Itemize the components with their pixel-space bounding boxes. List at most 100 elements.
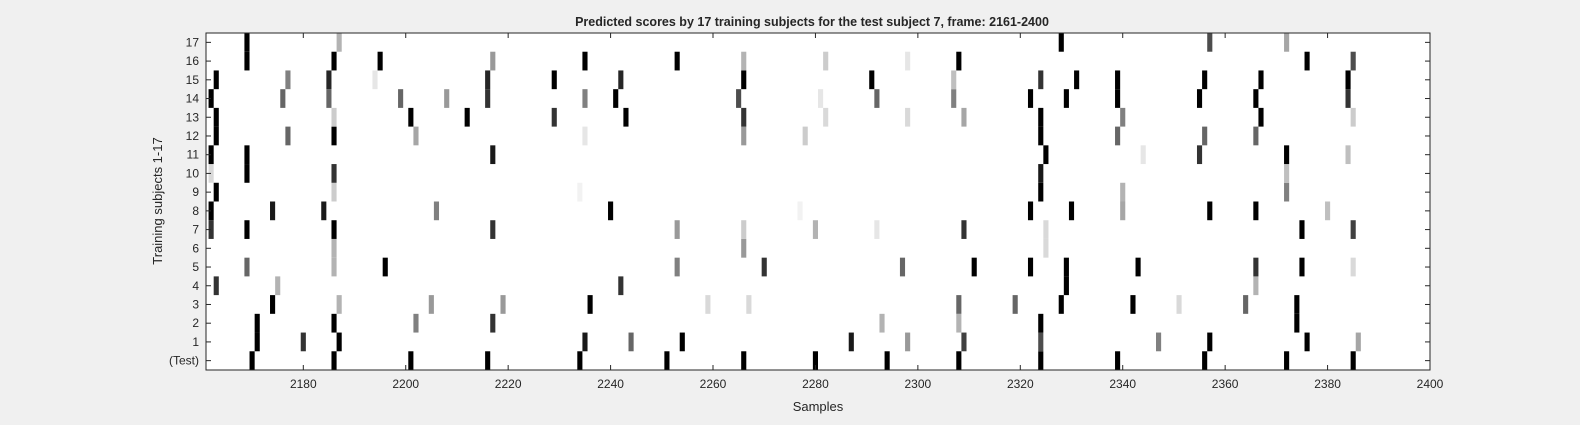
heatmap-cell	[1038, 126, 1044, 146]
x-axis: 2180 2200 2220 2240 2260 2280 2300 2320 2340 2360…	[290, 33, 1444, 391]
heatmap-cell	[812, 351, 818, 370]
heatmap-cell	[1063, 276, 1069, 296]
heatmap-cell	[398, 89, 404, 108]
heatmap-cell	[1304, 51, 1310, 71]
heatmap-cell	[1253, 201, 1259, 221]
heatmap-cell	[208, 89, 214, 108]
heatmap-cell	[1027, 257, 1034, 277]
heatmap-cell	[433, 201, 440, 221]
y-tick-label: 9	[192, 185, 199, 199]
heatmap-cell	[961, 332, 967, 352]
heatmap-cell	[244, 145, 250, 165]
heatmap-cell	[372, 70, 378, 90]
heatmap-cell	[1120, 201, 1126, 221]
heatmap-cell	[1202, 70, 1208, 90]
heatmap-cell	[1176, 295, 1182, 314]
x-tick-label: 2300	[905, 377, 932, 391]
heatmap-cell	[213, 182, 219, 202]
heatmap-cell	[741, 351, 747, 370]
y-tick-label: 8	[192, 204, 199, 218]
heatmap-cell	[1196, 89, 1203, 108]
heatmap-cell	[551, 70, 557, 90]
heatmap-cell	[331, 313, 337, 333]
heatmap-cell	[413, 313, 419, 333]
heatmap-cell	[382, 257, 388, 277]
y-tick-label: 17	[186, 35, 200, 49]
heatmap-cell	[1355, 332, 1361, 352]
y-axis-label: Training subjects 1-17	[150, 137, 165, 264]
heatmap-cell	[1299, 257, 1305, 277]
heatmap-cell	[280, 89, 286, 108]
heatmap-cell	[464, 107, 470, 127]
heatmap-cell	[1038, 70, 1044, 90]
heatmap-cell	[823, 51, 829, 71]
heatmap-cell	[490, 145, 496, 165]
heatmap-cell	[213, 126, 219, 146]
heatmap-cell	[956, 313, 962, 333]
x-tick-label: 2260	[700, 377, 727, 391]
heatmap-cell	[618, 276, 624, 296]
heatmap-cell	[485, 70, 491, 90]
heatmap-cell	[1350, 51, 1356, 71]
heatmap-cell	[879, 313, 885, 333]
heatmap-cell	[674, 220, 680, 239]
heatmap-cell	[1207, 332, 1213, 352]
heatmap-cell	[1156, 332, 1162, 352]
y-tick-label: 7	[192, 223, 199, 237]
x-tick-label: 2240	[597, 377, 624, 391]
heatmap-cell	[1345, 145, 1351, 165]
heatmap-cell	[208, 201, 214, 221]
heatmap-cell	[1253, 276, 1259, 296]
heatmap-cell	[1027, 201, 1034, 221]
heatmap-cell	[1284, 164, 1290, 183]
heatmap-cell	[270, 295, 276, 314]
heatmap-cell	[582, 51, 588, 71]
heatmap-cell	[485, 351, 491, 370]
x-tick-label: 2400	[1417, 377, 1444, 391]
heatmap-cell	[1063, 257, 1069, 277]
heatmap-cell	[874, 89, 880, 108]
heatmap-cell	[285, 126, 291, 146]
heatmap-cell	[1038, 164, 1044, 183]
heatmap-cell	[1350, 107, 1356, 127]
heatmap-cell	[1120, 107, 1126, 127]
x-tick-label: 2360	[1212, 377, 1239, 391]
y-tick-label: 10	[186, 166, 200, 180]
y-tick-label: 11	[187, 148, 200, 162]
heatmap-cell	[741, 51, 747, 71]
heatmap-cell	[331, 257, 337, 277]
heatmap-cell	[331, 107, 337, 127]
heatmap-cell	[741, 126, 747, 146]
heatmap-cell	[961, 220, 967, 239]
heatmap-cell	[1284, 145, 1290, 165]
heatmap-cell	[326, 70, 332, 90]
heatmap-cell	[1258, 70, 1264, 90]
heatmap-cell	[331, 220, 337, 239]
x-tick-label: 2280	[802, 377, 829, 391]
heatmap-cell	[331, 351, 337, 370]
heatmap-cell	[1345, 89, 1351, 108]
heatmap-cell	[679, 332, 685, 352]
heatmap-cell	[1207, 33, 1213, 52]
heatmap-cell	[971, 257, 977, 277]
heatmap-cell	[848, 332, 854, 352]
heatmap-cell	[869, 70, 875, 90]
heatmap-cell	[213, 107, 219, 127]
heatmap-cell	[961, 107, 967, 127]
heatmap-cell	[331, 238, 337, 258]
heatmap-cell	[413, 126, 419, 146]
y-tick-label: 5	[192, 260, 199, 274]
heatmap-cell	[818, 89, 824, 108]
y-tick-label: 14	[186, 92, 200, 106]
heatmap-cell	[905, 51, 911, 71]
heatmap-cell	[797, 201, 803, 221]
heatmap-cell	[741, 238, 747, 258]
plot-area	[206, 33, 1430, 370]
heatmap-cell	[1038, 182, 1044, 202]
heatmap-cell	[761, 257, 767, 277]
heatmap-cell	[1130, 295, 1136, 314]
heatmap-cell	[736, 89, 742, 108]
heatmap-cell	[1063, 89, 1069, 108]
